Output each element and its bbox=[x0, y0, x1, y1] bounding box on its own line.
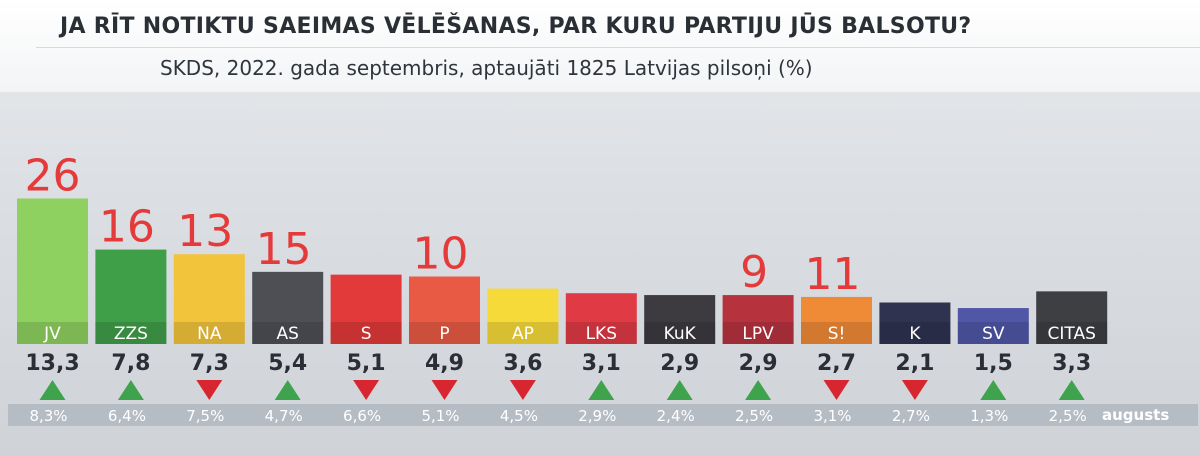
bar-value-label: 1,5 bbox=[974, 351, 1013, 376]
bar-category-label: ZZS bbox=[114, 324, 148, 344]
bar-value-label: 2,7 bbox=[817, 351, 856, 376]
handwritten-annotation: 13 bbox=[177, 206, 233, 257]
trend-up-icon bbox=[980, 380, 1007, 400]
bar-value-label: 3,3 bbox=[1052, 351, 1091, 376]
previous-value-label: 6,4% bbox=[108, 407, 146, 425]
bar-chart: JV 13,3 8,3% ZZS 7,8 6,4% NA 7,3 7,5% AS 5,4 4,7% S 5… bbox=[8, 151, 1198, 426]
trend-up-icon bbox=[588, 380, 615, 400]
bar-k bbox=[879, 302, 951, 344]
previous-month-label: augusts bbox=[1102, 406, 1169, 424]
trend-down-icon bbox=[823, 380, 850, 400]
bar-label-strip bbox=[644, 322, 716, 344]
bar-category-label: LKS bbox=[586, 324, 617, 344]
previous-value-label: 4,7% bbox=[265, 407, 303, 425]
bar-value-label: 3,1 bbox=[582, 351, 621, 376]
bar-ap bbox=[487, 288, 559, 344]
bar-label-strip bbox=[879, 322, 951, 344]
bar-category-label: P bbox=[439, 324, 449, 344]
bar-label-strip bbox=[252, 322, 324, 344]
bar-lks bbox=[565, 293, 637, 344]
bar-category-label: KuK bbox=[664, 324, 697, 344]
trend-up-icon bbox=[745, 380, 772, 400]
trend-down-icon bbox=[353, 380, 380, 400]
previous-value-label: 7,5% bbox=[186, 407, 224, 425]
handwritten-annotation: 10 bbox=[413, 229, 469, 280]
bar-value-label: 7,3 bbox=[190, 351, 229, 376]
bar-sv bbox=[957, 308, 1029, 344]
bar-value-label: 13,3 bbox=[25, 351, 79, 376]
trend-up-icon bbox=[117, 380, 144, 400]
chart-subtitle: SKDS, 2022. gada septembris, aptaujāti 1… bbox=[160, 56, 813, 80]
previous-value-label: 4,5% bbox=[500, 407, 538, 425]
handwritten-annotation: 9 bbox=[740, 247, 768, 298]
previous-value-label: 5,1% bbox=[421, 407, 459, 425]
bar-value-label: 3,6 bbox=[503, 351, 542, 376]
bar-value-label: 5,1 bbox=[347, 351, 386, 376]
bar-category-label: LPV bbox=[742, 324, 774, 344]
bar-p bbox=[409, 276, 480, 344]
previous-value-label: 6,6% bbox=[343, 407, 381, 425]
previous-value-label: 2,5% bbox=[1049, 407, 1087, 425]
bar-jv bbox=[17, 198, 88, 344]
handwritten-annotation: 15 bbox=[256, 224, 312, 275]
bar-label-strip bbox=[801, 322, 872, 344]
bar-label-strip bbox=[173, 322, 245, 344]
trend-down-icon bbox=[431, 380, 458, 400]
previous-value-label: 2,9% bbox=[578, 407, 616, 425]
handwritten-annotation: 16 bbox=[99, 202, 155, 253]
bar-s bbox=[801, 296, 872, 344]
bar-value-label: 2,1 bbox=[895, 351, 934, 376]
bar-value-label: 2,9 bbox=[739, 351, 778, 376]
previous-value-label: 1,3% bbox=[970, 407, 1008, 425]
bar-category-label: K bbox=[909, 324, 921, 344]
title-divider bbox=[36, 47, 1200, 48]
chart-title: JA RĪT NOTIKTU SAEIMAS VĒLĒŠANAS, PAR KU… bbox=[60, 14, 972, 39]
trend-up-icon bbox=[39, 380, 66, 400]
previous-value-label: 8,3% bbox=[29, 407, 67, 425]
trend-up-icon bbox=[274, 380, 301, 400]
bar-citas bbox=[1036, 291, 1108, 344]
bar-category-label: NA bbox=[197, 324, 222, 344]
bar-kuk bbox=[644, 295, 716, 344]
bar-category-label: JV bbox=[43, 324, 61, 344]
previous-value-label: 2,4% bbox=[657, 407, 695, 425]
bar-label-strip bbox=[1036, 322, 1108, 344]
bar-zzs bbox=[95, 249, 167, 344]
bar-label-strip bbox=[722, 322, 794, 344]
bar-value-label: 5,4 bbox=[268, 351, 307, 376]
previous-month-band bbox=[8, 404, 1198, 426]
handwritten-annotation: 26 bbox=[25, 151, 81, 202]
bar-category-label: AS bbox=[276, 324, 298, 344]
bar-label-strip bbox=[17, 322, 88, 344]
bar-label-strip bbox=[487, 322, 559, 344]
trend-up-icon bbox=[1058, 380, 1085, 400]
trend-down-icon bbox=[196, 380, 223, 400]
bar-value-label: 4,9 bbox=[425, 351, 464, 376]
bar-na bbox=[173, 254, 245, 344]
bar-lpv bbox=[722, 295, 794, 344]
previous-value-label: 2,5% bbox=[735, 407, 773, 425]
bar-as bbox=[252, 271, 324, 344]
trend-down-icon bbox=[901, 380, 928, 400]
bar-category-label: S bbox=[361, 324, 372, 344]
bar-label-strip bbox=[957, 322, 1029, 344]
trend-down-icon bbox=[509, 380, 536, 400]
title-band bbox=[0, 0, 1200, 92]
previous-value-label: 3,1% bbox=[813, 407, 851, 425]
bar-value-label: 2,9 bbox=[660, 351, 699, 376]
bar-category-label: AP bbox=[512, 324, 534, 344]
handwritten-annotation: 11 bbox=[805, 249, 861, 300]
bar-label-strip bbox=[95, 322, 167, 344]
bar-label-strip bbox=[330, 322, 402, 344]
bar-label-strip bbox=[409, 322, 480, 344]
trend-up-icon bbox=[666, 380, 693, 400]
bar-s bbox=[330, 274, 402, 344]
bar-value-label: 7,8 bbox=[111, 351, 150, 376]
bar-category-label: SV bbox=[982, 324, 1005, 344]
previous-value-label: 2,7% bbox=[892, 407, 930, 425]
bar-label-strip bbox=[565, 322, 637, 344]
bar-category-label: CITAS bbox=[1048, 324, 1096, 344]
bar-category-label: S! bbox=[828, 324, 846, 344]
